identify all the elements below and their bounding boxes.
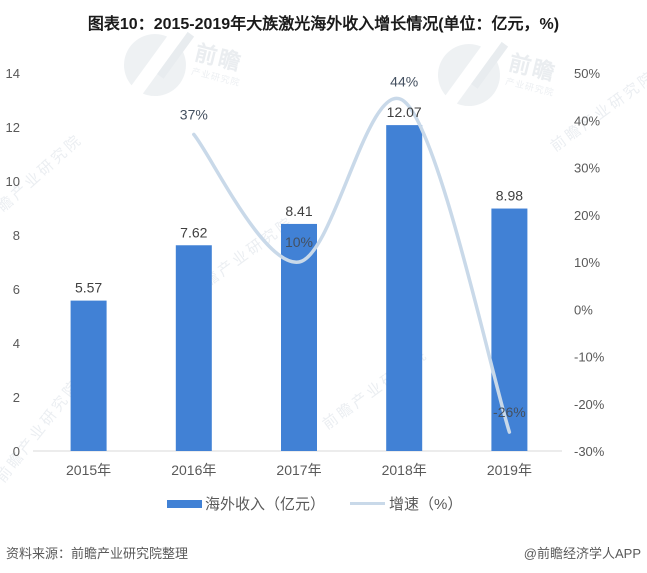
bar-label: 8.98 (496, 188, 523, 204)
right-axis-tick: 10% (574, 255, 600, 270)
left-axis-tick: 14 (6, 66, 20, 81)
growth-label: 10% (285, 234, 313, 250)
legend-bar-swatch (167, 499, 202, 508)
axis-ticks: 0 2 4 6 8 10 12 14 -30% -20% -10% 0% 10% 20% 30% 40% 50% (6, 66, 605, 459)
bar-series (70, 125, 528, 452)
left-axis-tick: 12 (6, 120, 20, 135)
growth-label: 37% (180, 106, 208, 122)
bar-label: 7.62 (180, 224, 207, 240)
legend-line-swatch (350, 502, 386, 505)
right-axis-tick: 40% (574, 113, 600, 128)
right-axis-tick: 50% (574, 66, 600, 81)
source-text: 资料来源：前瞻产业研究院整理 (6, 546, 189, 561)
growth-label: -26% (493, 404, 526, 420)
line-value-labels: 37% 10% 44% -26% (180, 73, 526, 420)
right-axis-tick: -10% (574, 350, 605, 365)
bar-2018年 (386, 125, 423, 452)
chart-canvas: 0 2 4 6 8 10 12 14 -30% -20% -10% 0% 10% 20% 30% 40% 50%… (6, 66, 605, 478)
chart-legend: 海外收入（亿元） 增速（%） (167, 493, 462, 514)
right-axis-tick: 20% (574, 208, 600, 223)
bar-2019年 (491, 208, 528, 451)
bar-label: 12.07 (387, 104, 422, 120)
bar-label: 5.57 (75, 280, 102, 296)
x-axis-label: 2016年 (171, 462, 216, 478)
x-axis-label: 2018年 (382, 462, 427, 478)
credit-text: @前瞻经济学人APP (523, 546, 641, 561)
legend-line-label: 增速（%） (389, 496, 463, 513)
chart-footer: 资料来源：前瞻产业研究院整理 @前瞻经济学人APP (0, 543, 647, 562)
bar-label: 8.41 (285, 203, 312, 219)
bar-2016年 (175, 245, 212, 451)
left-axis-tick: 0 (13, 444, 20, 459)
right-axis-tick: -20% (574, 397, 605, 412)
x-axis-label: 2017年 (276, 462, 321, 478)
x-axis-label: 2015年 (66, 462, 111, 478)
bar-2015年 (70, 300, 107, 451)
left-axis-tick: 4 (13, 336, 20, 351)
right-axis-tick: 0% (574, 302, 593, 317)
left-axis-tick: 10 (6, 174, 20, 189)
legend-bar-label: 海外收入（亿元） (205, 496, 326, 513)
x-axis-label: 2019年 (487, 462, 532, 478)
x-axis-labels: 2015年 2016年 2017年 2018年 2019年 (66, 462, 532, 478)
right-axis-tick: 30% (574, 161, 600, 176)
left-axis-tick: 2 (13, 390, 20, 405)
chart-title: 图表10：2015-2019年大族激光海外收入增长情况(单位：亿元，%) (87, 16, 560, 33)
growth-label: 44% (390, 73, 418, 89)
bar-value-labels: 5.57 7.62 8.41 12.07 8.98 (75, 104, 523, 295)
left-axis-tick: 8 (13, 228, 20, 243)
growth-line (192, 96, 512, 434)
left-axis-tick: 6 (13, 282, 20, 297)
right-axis-tick: -30% (574, 444, 605, 459)
